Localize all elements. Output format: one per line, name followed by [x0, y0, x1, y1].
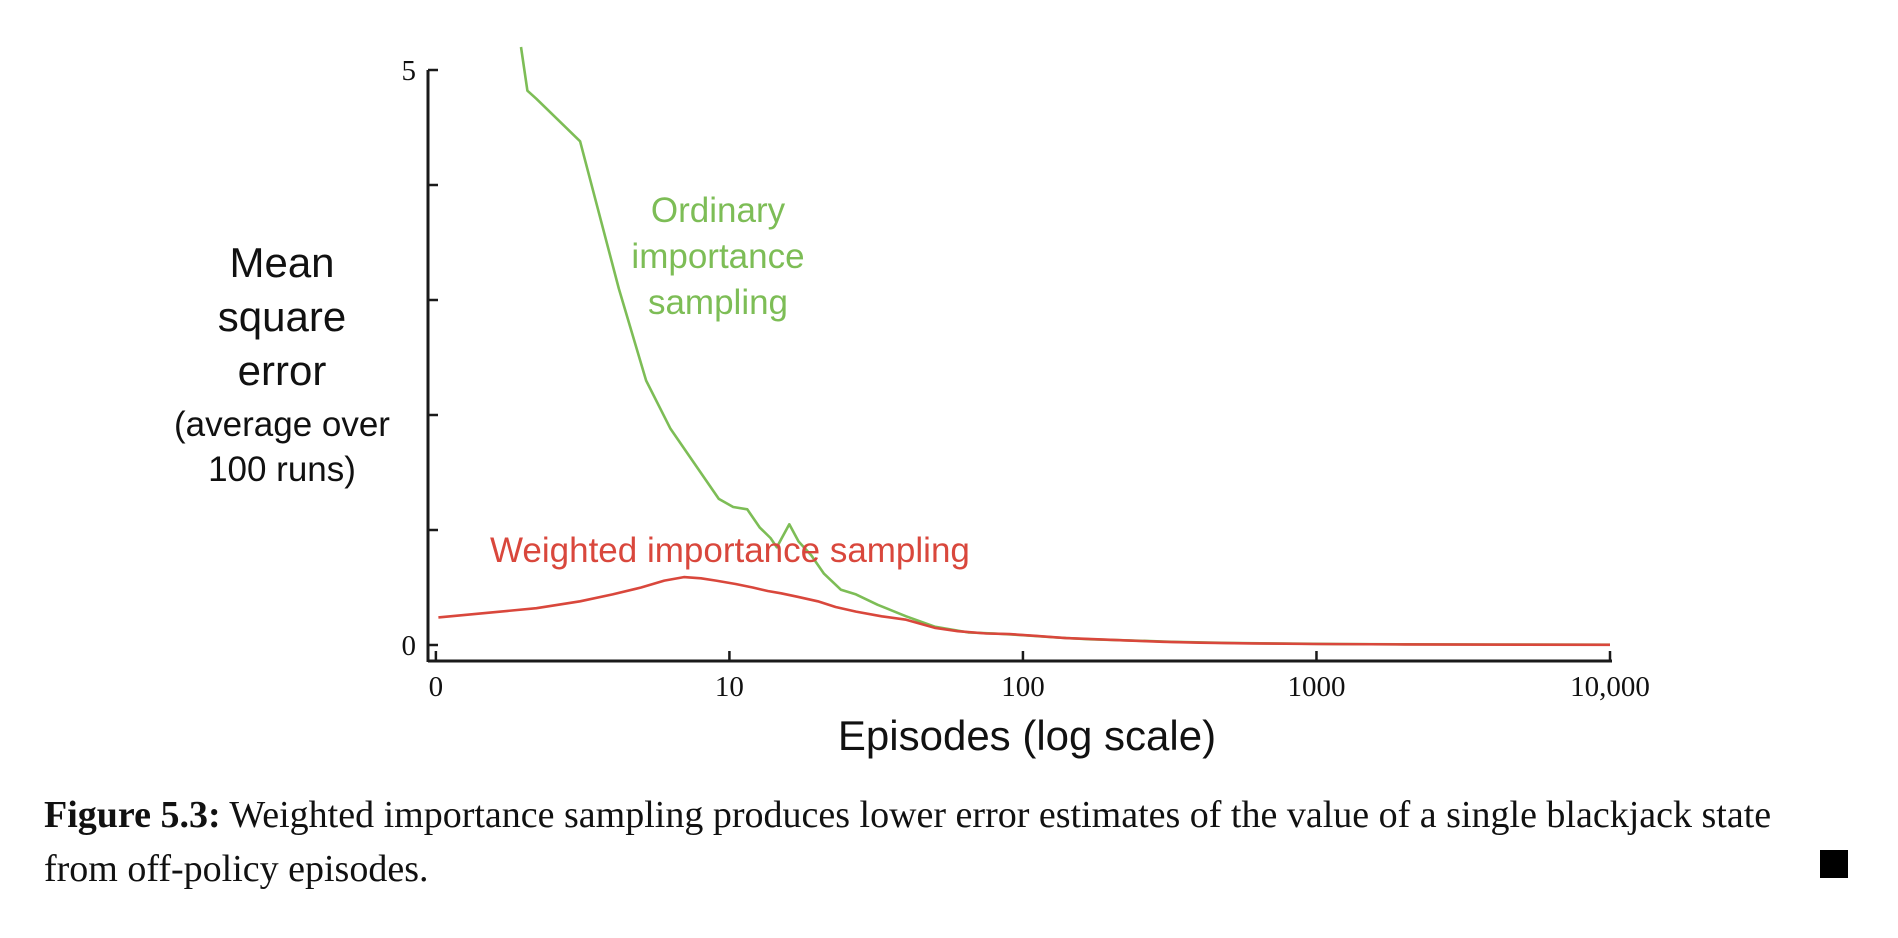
- end-of-example-square: [1820, 850, 1848, 878]
- x-tick-label: 10,000: [1570, 671, 1650, 703]
- x-tick-label: 1000: [1287, 671, 1345, 703]
- series-label-ordinary: Ordinary importance sampling: [631, 191, 804, 322]
- x-tick-label: 100: [1001, 671, 1045, 703]
- series-label-weighted: Weighted importance sampling: [490, 531, 970, 570]
- figure-caption-text: Weighted importance sampling produces lo…: [44, 794, 1772, 890]
- y-axis-title-line: (average over: [174, 405, 390, 444]
- series-line-weighted: [438, 575, 1611, 647]
- y-axis-title-line: 100 runs): [208, 450, 356, 489]
- y-tick-label: 0: [402, 630, 417, 662]
- x-tick-label: 10: [715, 671, 744, 703]
- figure-label: Figure 5.3:: [44, 794, 221, 836]
- y-axis-title-line: square: [218, 293, 346, 340]
- y-axis-title-line: Mean: [229, 239, 334, 286]
- y-axis-title-line: error: [238, 347, 327, 394]
- series-label-line: Ordinary: [651, 191, 786, 230]
- series-label-line: sampling: [648, 283, 788, 322]
- x-tick-label: 0: [429, 671, 444, 703]
- chart: Mean square error (average over 100 runs…: [174, 46, 1650, 759]
- series-label-line: importance: [631, 237, 804, 276]
- x-axis-title: Episodes (log scale): [838, 712, 1216, 759]
- y-tick-label: 5: [402, 55, 417, 87]
- figure-caption: Figure 5.3: Weighted importance sampling…: [44, 788, 1854, 896]
- y-axis-title: Mean square error (average over 100 runs…: [174, 239, 390, 489]
- plot-area: 0 5 0 10 100 1000 10,000: [402, 46, 1650, 703]
